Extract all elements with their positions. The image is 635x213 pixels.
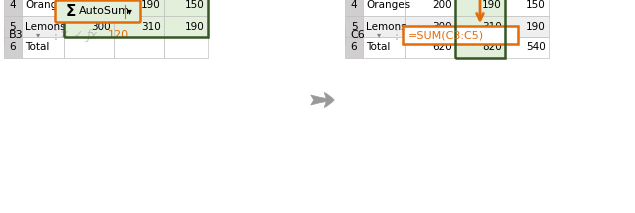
Text: B3: B3 [9, 30, 23, 40]
Text: Oranges: Oranges [25, 0, 69, 10]
Text: 4: 4 [10, 0, 17, 10]
Text: C6: C6 [350, 30, 364, 40]
Bar [455, 0, 505, 58]
Text: 310: 310 [482, 22, 502, 32]
Text: Total: Total [366, 43, 391, 52]
Bar [114, 0, 164, 16]
Text: 300: 300 [91, 22, 111, 32]
Text: 300: 300 [432, 22, 452, 32]
Bar [4, 16, 22, 37]
Text: Total: Total [25, 43, 50, 52]
Bar [4, 37, 22, 58]
Text: 6: 6 [351, 43, 358, 52]
Text: 310: 310 [141, 22, 161, 32]
Bar [102, 26, 167, 44]
Text: 6: 6 [10, 43, 17, 52]
Text: ▾: ▾ [377, 30, 381, 39]
Text: ✓: ✓ [73, 30, 83, 40]
Bar [363, 16, 405, 37]
Text: 190: 190 [185, 22, 205, 32]
Text: ⋮: ⋮ [390, 28, 404, 42]
Bar [455, 16, 505, 37]
Bar [363, 0, 405, 16]
Bar [345, 26, 385, 44]
Bar [455, 37, 505, 58]
Bar [114, 16, 164, 37]
Bar [164, 16, 208, 37]
Text: 190: 190 [141, 0, 161, 10]
Text: 5: 5 [351, 22, 358, 32]
FancyBboxPatch shape [403, 26, 518, 44]
Text: AutoSum: AutoSum [79, 7, 130, 16]
Text: ƒx: ƒx [87, 29, 98, 42]
Text: 150: 150 [526, 0, 546, 10]
Text: 200: 200 [91, 0, 111, 10]
Bar [64, 0, 114, 16]
Bar [405, 0, 455, 16]
Text: ✕: ✕ [60, 30, 69, 40]
Text: 5: 5 [10, 22, 17, 32]
Text: Lemons: Lemons [25, 22, 65, 32]
Text: 190: 190 [482, 0, 502, 10]
Text: 120: 120 [108, 30, 129, 40]
Bar [505, 0, 549, 16]
Bar [4, 26, 44, 44]
Text: ▾: ▾ [127, 7, 132, 16]
Text: 540: 540 [526, 43, 546, 52]
Text: Σ: Σ [66, 4, 76, 19]
Bar [345, 37, 363, 58]
Bar [64, 0, 208, 37]
Bar [405, 37, 455, 58]
Bar [345, 0, 363, 16]
Bar [22, 0, 64, 16]
Text: 4: 4 [351, 0, 358, 10]
Bar [345, 16, 363, 37]
Text: ▾: ▾ [36, 30, 40, 39]
Text: 820: 820 [482, 43, 502, 52]
Bar [4, 0, 22, 16]
Text: Oranges: Oranges [366, 0, 410, 10]
Bar [164, 0, 208, 16]
Text: 620: 620 [432, 43, 452, 52]
Bar [22, 37, 64, 58]
Bar [22, 16, 64, 37]
Text: Lemons: Lemons [366, 22, 406, 32]
Text: 200: 200 [432, 0, 452, 10]
Bar [505, 37, 549, 58]
Text: =SUM(C3:C5): =SUM(C3:C5) [408, 30, 484, 40]
Bar [164, 37, 208, 58]
Bar [64, 37, 114, 58]
Bar [505, 16, 549, 37]
FancyBboxPatch shape [55, 0, 140, 23]
Text: 190: 190 [526, 22, 546, 32]
Bar [64, 16, 114, 37]
Bar [455, 0, 505, 16]
Text: ⋮: ⋮ [49, 28, 63, 42]
Bar [405, 16, 455, 37]
Bar [363, 37, 405, 58]
Bar [114, 37, 164, 58]
Text: 150: 150 [185, 0, 205, 10]
